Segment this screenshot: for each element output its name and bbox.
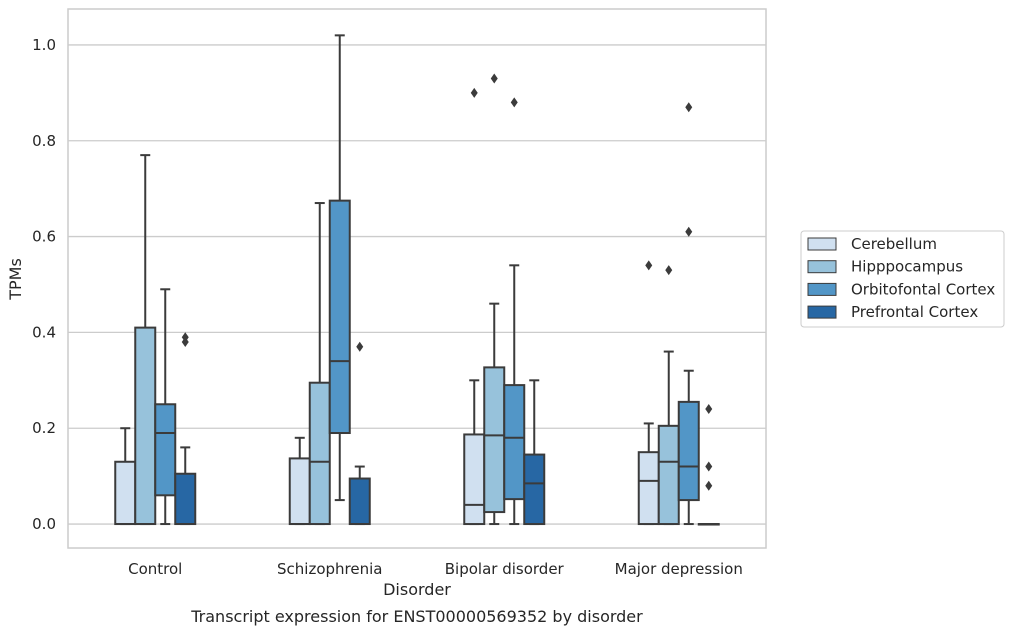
box-1-2	[328, 34, 351, 502]
box-2-2	[503, 97, 526, 526]
box-iqr	[308, 381, 331, 526]
legend-label: Cerebellum	[851, 235, 937, 253]
legend-label: Hipppocampus	[851, 258, 963, 276]
box-iqr	[483, 366, 506, 514]
box-iqr	[348, 477, 371, 526]
x-tick-label: Control	[128, 560, 182, 578]
legend: Cerebellum Hipppocampus Orbitofontal Corte…	[800, 230, 1005, 328]
y-tick-label: 0.8	[32, 132, 56, 150]
y-tick-label: 0.4	[32, 323, 56, 341]
box-0-2	[154, 288, 177, 526]
outlier-point	[645, 260, 653, 271]
legend-swatch	[807, 260, 837, 274]
legend-label: Orbitofontal Cortex	[851, 280, 995, 298]
outlier-point	[490, 73, 498, 84]
box-iqr	[174, 472, 197, 526]
box-iqr	[463, 433, 486, 526]
legend-swatch	[807, 237, 837, 251]
box-2-3	[523, 379, 546, 526]
y-tick-label: 0.6	[32, 228, 56, 246]
y-tick-label: 0.2	[32, 419, 56, 437]
legend-label: Prefrontal Cortex	[851, 303, 978, 321]
outlier-point	[510, 97, 518, 108]
box-iqr	[154, 403, 177, 497]
box-iqr	[637, 451, 660, 526]
box-0-3	[174, 332, 197, 526]
box-3-2	[677, 102, 700, 526]
outlier-point	[705, 480, 713, 491]
box-iqr	[523, 453, 546, 526]
box-1-3	[348, 341, 371, 526]
outlier-point	[356, 341, 364, 352]
legend-swatch	[807, 282, 837, 296]
outlier-point	[685, 102, 693, 113]
y-axis-label: TPMs	[6, 258, 25, 301]
x-axis-label: Disorder	[383, 580, 451, 599]
box-iqr	[677, 400, 700, 502]
legend-frame	[800, 230, 1005, 328]
y-tick-label: 1.0	[32, 36, 56, 54]
box-3-3	[697, 404, 720, 526]
box-0-0	[114, 427, 137, 526]
x-tick-label: Bipolar disorder	[445, 560, 565, 578]
outlier-point	[685, 226, 693, 237]
x-axis-ticks: Control Schizophrenia Bipolar disorder Majo…	[128, 560, 743, 578]
box-iqr	[657, 424, 680, 526]
box-iqr	[288, 457, 311, 526]
box-groups	[114, 34, 720, 526]
box-iqr	[114, 460, 137, 526]
box-3-1	[657, 265, 680, 526]
outlier-point	[705, 461, 713, 472]
legend-swatch	[807, 305, 837, 319]
outlier-point	[470, 87, 478, 98]
y-axis-ticks: 0.0 0.2 0.4 0.6 0.8 1.0	[32, 36, 56, 533]
box-iqr	[134, 326, 157, 526]
box-3-0	[637, 260, 660, 526]
x-tick-label: Schizophrenia	[277, 560, 382, 578]
box-1-1	[308, 202, 331, 526]
box-iqr	[328, 199, 351, 435]
outlier-point	[705, 404, 713, 415]
box-iqr	[503, 384, 526, 501]
box-1-0	[288, 436, 311, 526]
outlier-point	[181, 332, 189, 343]
x-tick-label: Major depression	[615, 560, 743, 578]
chart-caption: Transcript expression for ENST0000056935…	[190, 607, 643, 626]
y-tick-label: 0.0	[32, 515, 56, 533]
outlier-point	[665, 265, 673, 276]
